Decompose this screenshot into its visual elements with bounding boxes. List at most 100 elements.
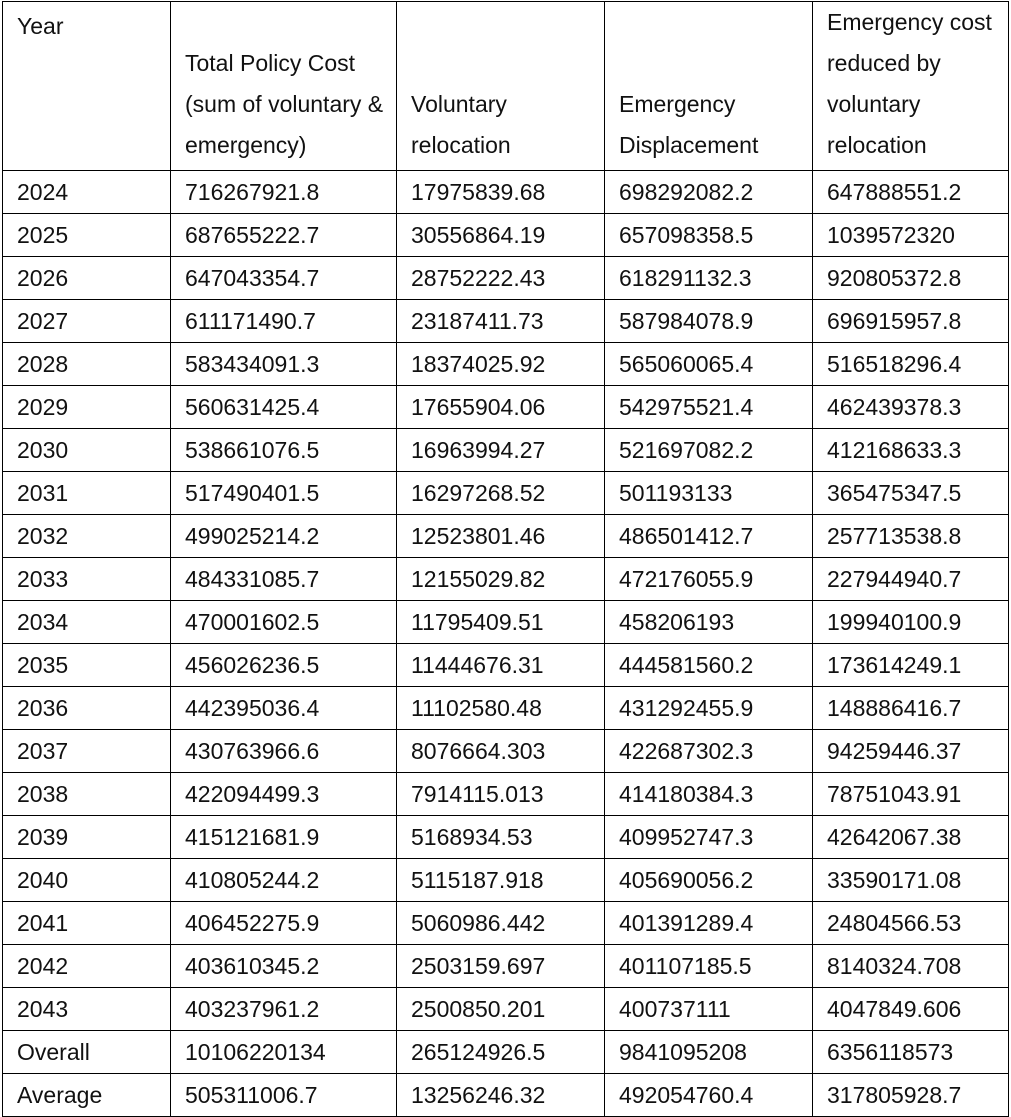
- table-row: 2026 647043354.7 28752222.43 618291132.3 920…: [2, 256, 1009, 300]
- cell-emergency-displacement: 657098358.5: [604, 213, 813, 257]
- cell-emergency-cost-reduced: 516518296.4: [812, 342, 1009, 386]
- cell-total-policy-cost: 611171490.7: [170, 299, 397, 343]
- cell-total-policy-cost: 456026236.5: [170, 643, 397, 687]
- table-row: 2030 538661076.5 16963994.27 521697082.2 412…: [2, 428, 1009, 472]
- table-row: 2027 611171490.7 23187411.73 587984078.9 696…: [2, 299, 1009, 343]
- cell-emergency-cost-reduced: 42642067.38: [812, 815, 1009, 859]
- cell-emergency-displacement: 9841095208: [604, 1030, 813, 1074]
- cell-emergency-cost-reduced: 78751043.91: [812, 772, 1009, 816]
- cell-total-policy-cost: 403237961.2: [170, 987, 397, 1031]
- cell-voluntary-relocation: 7914115.013: [396, 772, 605, 816]
- cell-voluntary-relocation: 12523801.46: [396, 514, 605, 558]
- cell-emergency-cost-reduced: 4047849.606: [812, 987, 1009, 1031]
- cell-emergency-displacement: 698292082.2: [604, 170, 813, 214]
- cell-year: 2037: [2, 729, 171, 773]
- cell-year: Overall: [2, 1030, 171, 1074]
- table-row: 2036 442395036.4 11102580.48 431292455.9 148…: [2, 686, 1009, 730]
- cell-voluntary-relocation: 17655904.06: [396, 385, 605, 429]
- cell-emergency-displacement: 405690056.2: [604, 858, 813, 902]
- cell-emergency-displacement: 618291132.3: [604, 256, 813, 300]
- cell-voluntary-relocation: 8076664.303: [396, 729, 605, 773]
- table-row: 2042 403610345.2 2503159.697 401107185.5 814…: [2, 944, 1009, 988]
- header-row: Year Total Policy Cost (sum of voluntary…: [2, 1, 1009, 171]
- cell-emergency-cost-reduced: 199940100.9: [812, 600, 1009, 644]
- header-total-policy-cost: Total Policy Cost (sum of voluntary & em…: [170, 1, 397, 171]
- table-row: 2040 410805244.2 5115187.918 405690056.2 335…: [2, 858, 1009, 902]
- table-row: 2032 499025214.2 12523801.46 486501412.7 257…: [2, 514, 1009, 558]
- cell-total-policy-cost: 647043354.7: [170, 256, 397, 300]
- cell-emergency-cost-reduced: 257713538.8: [812, 514, 1009, 558]
- cell-emergency-displacement: 492054760.4: [604, 1073, 813, 1117]
- cell-emergency-displacement: 542975521.4: [604, 385, 813, 429]
- cell-total-policy-cost: 406452275.9: [170, 901, 397, 945]
- cell-emergency-displacement: 414180384.3: [604, 772, 813, 816]
- cell-emergency-cost-reduced: 148886416.7: [812, 686, 1009, 730]
- cell-voluntary-relocation: 2500850.201: [396, 987, 605, 1031]
- cell-voluntary-relocation: 17975839.68: [396, 170, 605, 214]
- table-row: 2035 456026236.5 11444676.31 444581560.2 173…: [2, 643, 1009, 687]
- cell-voluntary-relocation: 2503159.697: [396, 944, 605, 988]
- cell-emergency-displacement: 501193133: [604, 471, 813, 515]
- cell-emergency-cost-reduced: 6356118573: [812, 1030, 1009, 1074]
- cell-voluntary-relocation: 16963994.27: [396, 428, 605, 472]
- cell-emergency-cost-reduced: 696915957.8: [812, 299, 1009, 343]
- cell-voluntary-relocation: 265124926.5: [396, 1030, 605, 1074]
- cell-year: 2030: [2, 428, 171, 472]
- table-row: 2038 422094499.3 7914115.013 414180384.3 787…: [2, 772, 1009, 816]
- header-year: Year: [2, 1, 171, 171]
- cell-total-policy-cost: 410805244.2: [170, 858, 397, 902]
- cell-emergency-displacement: 409952747.3: [604, 815, 813, 859]
- cell-voluntary-relocation: 5060986.442: [396, 901, 605, 945]
- cell-voluntary-relocation: 11795409.51: [396, 600, 605, 644]
- header-emergency-displacement: Emergency Displacement: [604, 1, 813, 171]
- cell-year: 2034: [2, 600, 171, 644]
- cell-year: 2025: [2, 213, 171, 257]
- cell-emergency-displacement: 401107185.5: [604, 944, 813, 988]
- cell-emergency-displacement: 472176055.9: [604, 557, 813, 601]
- cell-emergency-cost-reduced: 227944940.7: [812, 557, 1009, 601]
- cell-total-policy-cost: 687655222.7: [170, 213, 397, 257]
- table-row: 2025 687655222.7 30556864.19 657098358.5 103…: [2, 213, 1009, 257]
- cell-year: 2041: [2, 901, 171, 945]
- table-row: 2034 470001602.5 11795409.51 458206193 19994…: [2, 600, 1009, 644]
- cell-voluntary-relocation: 23187411.73: [396, 299, 605, 343]
- table-row: 2033 484331085.7 12155029.82 472176055.9 227…: [2, 557, 1009, 601]
- cell-year: 2029: [2, 385, 171, 429]
- table-row: 2029 560631425.4 17655904.06 542975521.4 462…: [2, 385, 1009, 429]
- cell-emergency-cost-reduced: 365475347.5: [812, 471, 1009, 515]
- table-row: 2031 517490401.5 16297268.52 501193133 36547…: [2, 471, 1009, 515]
- cell-total-policy-cost: 442395036.4: [170, 686, 397, 730]
- cell-emergency-cost-reduced: 647888551.2: [812, 170, 1009, 214]
- cell-year: 2043: [2, 987, 171, 1031]
- cell-voluntary-relocation: 11102580.48: [396, 686, 605, 730]
- cell-emergency-displacement: 458206193: [604, 600, 813, 644]
- cell-total-policy-cost: 505311006.7: [170, 1073, 397, 1117]
- cell-year: 2039: [2, 815, 171, 859]
- cell-year: 2028: [2, 342, 171, 386]
- cell-year: Average: [2, 1073, 171, 1117]
- table-body: 2024 716267921.8 17975839.68 698292082.2 647…: [2, 170, 1009, 1117]
- table-row: 2043 403237961.2 2500850.201 400737111 40478…: [2, 987, 1009, 1031]
- cell-total-policy-cost: 538661076.5: [170, 428, 397, 472]
- cell-year: 2033: [2, 557, 171, 601]
- cell-emergency-cost-reduced: 317805928.7: [812, 1073, 1009, 1117]
- table-row: 2039 415121681.9 5168934.53 409952747.3 4264…: [2, 815, 1009, 859]
- table-row: Average 505311006.7 13256246.32 492054760.4…: [2, 1073, 1009, 1117]
- cell-total-policy-cost: 560631425.4: [170, 385, 397, 429]
- cell-voluntary-relocation: 11444676.31: [396, 643, 605, 687]
- cell-voluntary-relocation: 12155029.82: [396, 557, 605, 601]
- cell-emergency-displacement: 400737111: [604, 987, 813, 1031]
- cell-emergency-displacement: 444581560.2: [604, 643, 813, 687]
- cell-year: 2031: [2, 471, 171, 515]
- cell-emergency-cost-reduced: 8140324.708: [812, 944, 1009, 988]
- cell-voluntary-relocation: 16297268.52: [396, 471, 605, 515]
- cell-emergency-cost-reduced: 462439378.3: [812, 385, 1009, 429]
- cell-total-policy-cost: 499025214.2: [170, 514, 397, 558]
- cell-emergency-cost-reduced: 412168633.3: [812, 428, 1009, 472]
- cell-year: 2042: [2, 944, 171, 988]
- cell-voluntary-relocation: 5115187.918: [396, 858, 605, 902]
- table-row: 2041 406452275.9 5060986.442 401391289.4 248…: [2, 901, 1009, 945]
- cell-voluntary-relocation: 28752222.43: [396, 256, 605, 300]
